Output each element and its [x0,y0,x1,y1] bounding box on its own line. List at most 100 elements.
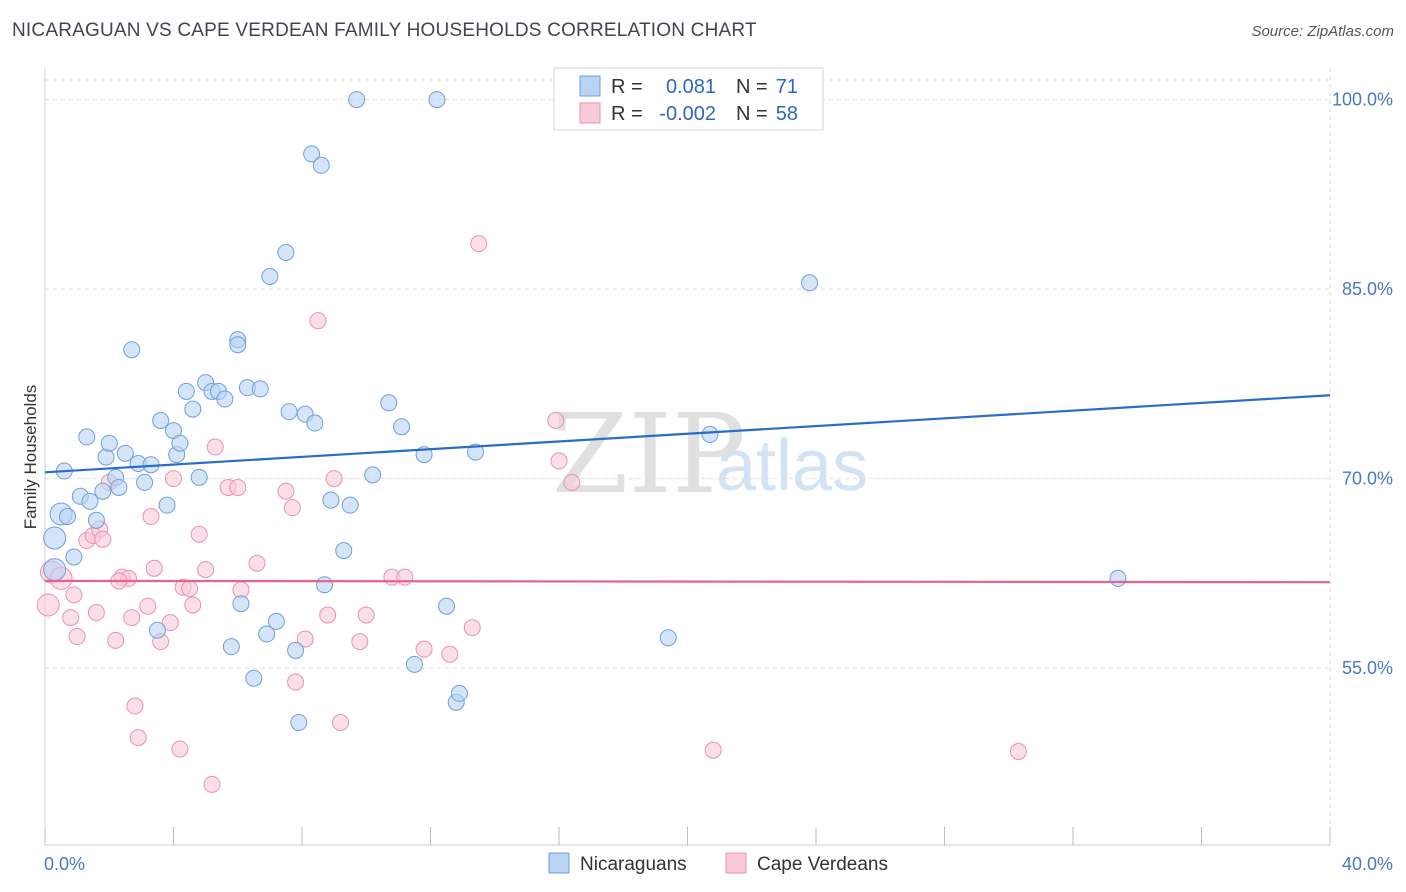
x-tick-label: 0.0% [44,854,85,874]
legend-n-value: 71 [776,76,798,98]
legend-swatch-nicaraguans [548,852,570,874]
legend-r-value: 0.081 [666,76,716,98]
nicaraguans-point [152,411,170,429]
nicaraguans-point [190,468,208,486]
nicaraguans-point [450,684,468,702]
nicaraguans-point [312,156,330,174]
cape-verdeans-point [470,235,488,253]
cape-verdeans-point [463,619,481,637]
legend-r-label: R = [611,76,643,98]
cape-verdeans-point [68,628,86,646]
series-legend: Nicaraguans Cape Verdeans [548,852,888,875]
nicaraguans-point [81,492,99,510]
legend-swatch-cape-verdeans [579,102,601,124]
nicaraguans-point [348,91,366,109]
y-tick-label: 55.0% [1342,658,1393,678]
nicaraguans-point [428,91,446,109]
watermark-zip: ZIP [552,390,746,518]
cape-verdeans-point [357,606,375,624]
nicaraguans-point [258,625,276,643]
cape-verdeans-point [171,740,189,758]
nicaraguans-point [222,638,240,656]
nicaraguans-point [177,382,195,400]
cape-verdeans-point [206,438,224,456]
nicaraguans-point [123,341,141,359]
cape-verdeans-point [181,580,199,598]
nicaraguans-point [280,403,298,421]
watermark-atlas: atlas [716,426,868,506]
legend-r-label: R = [611,103,643,125]
chart-source: Source: ZipAtlas.com [1251,23,1394,40]
cape-verdeans-point [1009,743,1027,761]
cape-verdeans-point [550,452,568,470]
nicaraguans-point [43,558,67,582]
cape-verdeans-point [309,312,327,330]
nicaraguans-point [801,274,819,292]
cape-verdeans-point [704,741,722,759]
cape-verdeans-point [139,597,157,615]
nicaraguans-point [466,443,484,461]
correlation-legend: R = 0.081 N = 71 R = -0.002 N = 58 [553,67,824,131]
cape-verdeans-point [287,673,305,691]
nicaraguans-point [322,491,340,509]
cape-verdeans-point [36,593,60,617]
cape-verdeans-point [296,630,314,648]
cape-verdeans-point [123,609,141,627]
nicaraguans-point [405,655,423,673]
cape-verdeans-point [145,559,163,577]
cape-verdeans-point [203,775,221,793]
nicaraguans-point [1109,569,1127,587]
series-nicaraguans-points [43,91,1127,731]
nicaraguans-point [229,336,247,354]
cape-verdeans-point [396,568,414,586]
cape-verdeans-point [351,633,369,651]
legend-label-nicaraguans: Nicaraguans [580,854,687,875]
nicaraguans-point [100,434,118,452]
nicaraguans-point [171,434,189,452]
legend-r-value: -0.002 [659,103,716,125]
cape-verdeans-point [325,470,343,488]
cape-verdeans-point [319,606,337,624]
nicaraguans-point [148,621,166,639]
cape-verdeans-point [283,499,301,517]
nicaraguans-point [335,542,353,560]
nicaraguans-point [184,400,202,418]
cape-verdeans-point [248,554,266,572]
nicaraguans-point [261,267,279,285]
y-tick-labels: 55.0% 70.0% 85.0% 100.0% [1332,90,1393,679]
nicaraguans-point [659,629,677,647]
nicaraguans-point [701,425,719,443]
cape-verdeans-point [184,596,202,614]
x-tick-label: 40.0% [1342,854,1393,874]
nicaraguans-point [94,482,112,500]
y-axis-label: Family Households [21,385,40,530]
cape-verdeans-point [190,525,208,543]
nicaraguans-point [251,380,269,398]
legend-n-label: N = [736,103,768,125]
nicaraguans-point [110,478,128,496]
cape-verdeans-point [415,640,433,658]
cape-verdeans-point [161,614,179,632]
cape-verdeans-point [62,609,80,627]
nicaraguans-point [380,394,398,412]
nicaraguans-point [290,713,308,731]
x-tick-labels: 0.0% 40.0% [44,854,1393,874]
nicaraguans-point [438,597,456,615]
cape-verdeans-point [65,586,83,604]
y-tick-label: 85.0% [1342,279,1393,299]
y-tick-label: 70.0% [1342,469,1393,489]
nicaraguans-point [393,418,411,436]
legend-swatch-cape-verdeans [725,852,747,874]
cape-verdeans-point [441,645,459,663]
legend-n-value: 58 [776,103,798,125]
nicaraguans-point [158,496,176,514]
nicaraguans-point [287,641,305,659]
cape-verdeans-point [563,473,581,491]
nicaraguans-point [65,548,83,566]
cape-verdeans-trend-line [44,579,1331,584]
legend-label-cape-verdeans: Cape Verdeans [757,854,888,875]
trend-lines [44,394,1331,584]
nicaraguans-point [364,466,382,484]
nicaraguans-point [216,390,234,408]
